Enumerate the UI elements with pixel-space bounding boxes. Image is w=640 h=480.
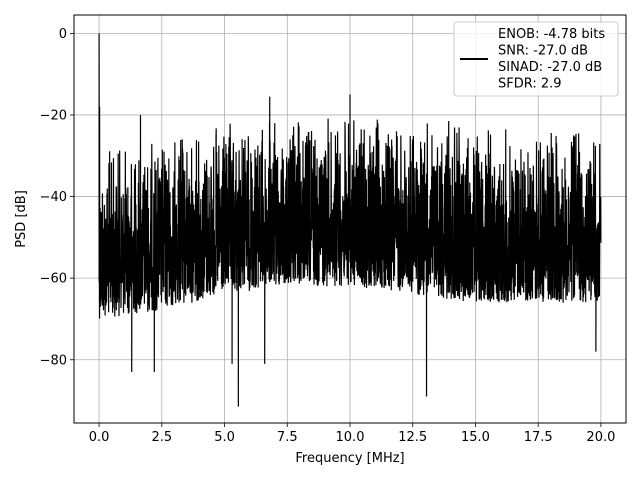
x-tick-label: 2.5: [151, 430, 172, 445]
y-tick-label: 0: [59, 27, 67, 42]
y-tick-label: −20: [40, 108, 67, 123]
legend-snr: SNR: -27.0 dB: [498, 44, 588, 59]
x-tick-label: 5.0: [214, 430, 235, 445]
y-axis-label: PSD [dB]: [14, 190, 29, 248]
x-tick-label: 0.0: [89, 430, 110, 445]
legend-enob: ENOB: -4.78 bits: [498, 27, 605, 42]
x-tick-label: 12.5: [398, 430, 427, 445]
x-axis-ticks: 0.0 2.5 5.0 7.5 10.0 12.5 15.0 17.5 20.0: [89, 423, 615, 445]
y-tick-label: −40: [40, 190, 67, 205]
legend-box: [453, 21, 619, 97]
x-tick-label: 17.5: [524, 430, 553, 445]
y-tick-label: −80: [40, 353, 67, 368]
x-tick-label: 20.0: [586, 430, 615, 445]
x-axis-label: Frequency [MHz]: [295, 451, 404, 466]
plot-area: [98, 33, 602, 407]
x-tick-label: 10.0: [336, 430, 365, 445]
legend: ENOB: -4.78 bits SNR: -27.0 dB SINAD: -2…: [453, 21, 619, 97]
x-tick-label: 7.5: [277, 430, 298, 445]
y-tick-label: −60: [40, 272, 67, 287]
psd-series-line: [98, 33, 602, 407]
legend-sfdr: SFDR: 2.9: [498, 77, 562, 92]
x-tick-label: 15.0: [461, 430, 490, 445]
y-axis-ticks: 0 −20 −40 −60 −80: [40, 27, 74, 368]
legend-sinad: SINAD: -27.0 dB: [498, 60, 602, 75]
